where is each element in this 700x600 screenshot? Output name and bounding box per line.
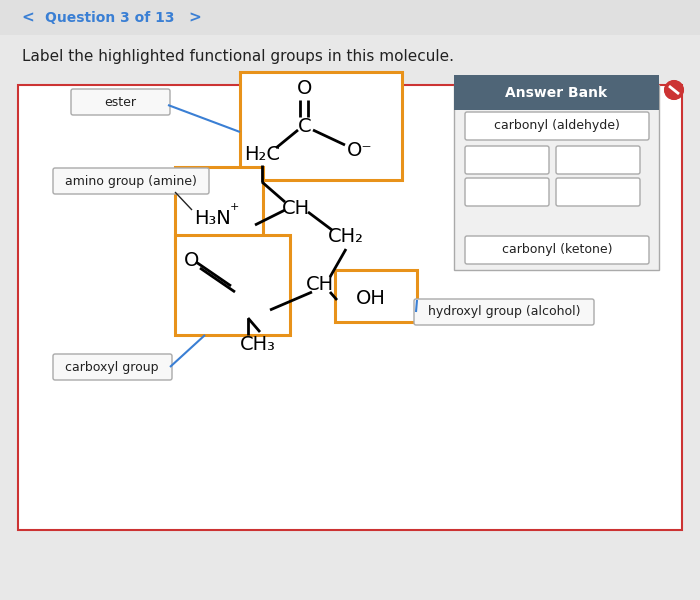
Text: amino group (amine): amino group (amine) xyxy=(65,175,197,187)
Text: C: C xyxy=(298,116,312,136)
FancyBboxPatch shape xyxy=(53,168,209,194)
FancyBboxPatch shape xyxy=(240,72,402,180)
FancyBboxPatch shape xyxy=(465,178,549,206)
FancyBboxPatch shape xyxy=(414,299,594,325)
Text: Answer Bank: Answer Bank xyxy=(505,86,607,100)
Text: Label the highlighted functional groups in this molecule.: Label the highlighted functional groups … xyxy=(22,49,454,64)
Text: ester: ester xyxy=(104,95,136,109)
FancyBboxPatch shape xyxy=(556,146,640,174)
FancyBboxPatch shape xyxy=(18,85,682,530)
Text: H₂C: H₂C xyxy=(244,145,280,163)
Text: hydroxyl group (alcohol): hydroxyl group (alcohol) xyxy=(428,305,580,319)
FancyBboxPatch shape xyxy=(335,270,417,322)
Circle shape xyxy=(665,81,683,99)
Text: O: O xyxy=(184,251,199,269)
Text: CH: CH xyxy=(306,275,334,295)
FancyBboxPatch shape xyxy=(175,235,290,335)
Text: carboxyl group: carboxyl group xyxy=(65,361,159,373)
FancyBboxPatch shape xyxy=(454,75,659,110)
Text: CH₃: CH₃ xyxy=(240,335,276,355)
Text: OH: OH xyxy=(356,289,386,308)
FancyBboxPatch shape xyxy=(71,89,170,115)
Text: >: > xyxy=(188,10,202,25)
Text: <: < xyxy=(22,10,34,25)
FancyBboxPatch shape xyxy=(0,35,700,80)
FancyBboxPatch shape xyxy=(454,85,659,270)
Text: Question 3 of 13: Question 3 of 13 xyxy=(46,11,175,25)
FancyBboxPatch shape xyxy=(465,112,649,140)
Text: CH₂: CH₂ xyxy=(328,227,364,247)
Text: carbonyl (aldehyde): carbonyl (aldehyde) xyxy=(494,119,620,133)
Text: +: + xyxy=(230,202,239,212)
FancyBboxPatch shape xyxy=(175,167,263,245)
Text: carbonyl (ketone): carbonyl (ketone) xyxy=(502,244,612,257)
Text: O: O xyxy=(298,79,313,97)
FancyBboxPatch shape xyxy=(465,236,649,264)
FancyBboxPatch shape xyxy=(53,354,172,380)
Text: H₃N: H₃N xyxy=(195,208,232,227)
FancyBboxPatch shape xyxy=(556,178,640,206)
Text: CH: CH xyxy=(282,199,310,217)
FancyBboxPatch shape xyxy=(465,146,549,174)
Text: O⁻: O⁻ xyxy=(347,142,373,160)
FancyBboxPatch shape xyxy=(0,0,700,35)
